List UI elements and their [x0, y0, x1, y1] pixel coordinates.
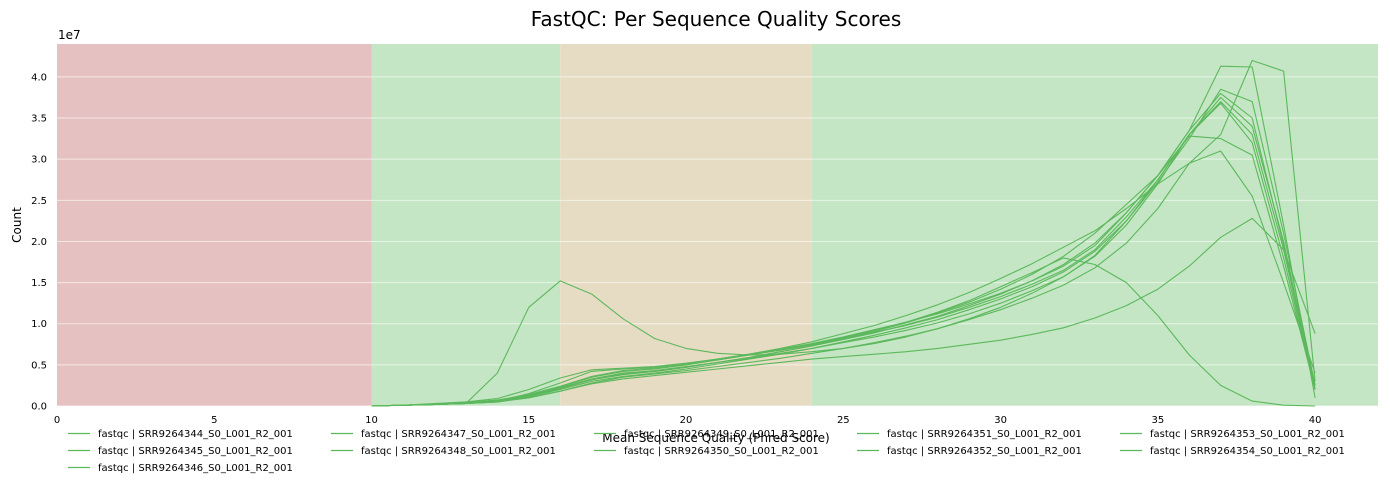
series-line-10	[371, 59, 1316, 407]
x-tick-label-0: 0	[54, 415, 60, 426]
quality-bands	[57, 44, 1378, 406]
y-tick-label-7: 3.5	[31, 114, 47, 125]
y-multiplier: 1e7	[58, 28, 81, 42]
legend-label-10: fastqc | SRR9264354_S0_L001_R2_001	[1150, 446, 1345, 457]
legend-label-2: fastqc | SRR9264346_S0_L001_R2_001	[98, 463, 293, 474]
x-tick-label-7: 35	[1151, 415, 1164, 426]
series-line-6	[371, 150, 1316, 407]
legend-label-6: fastqc | SRR9264350_S0_L001_R2_001	[624, 446, 819, 457]
legend-label-4: fastqc | SRR9264348_S0_L001_R2_001	[361, 446, 556, 457]
x-tick-label-2: 10	[365, 415, 378, 426]
chart-title: FastQC: Per Sequence Quality Scores	[531, 7, 902, 31]
series-lines	[371, 59, 1316, 407]
series-line-8	[371, 257, 1316, 407]
x-tick-label-4: 20	[680, 415, 693, 426]
y-tick-label-0: 0.0	[31, 402, 47, 413]
quality-band-2	[560, 44, 812, 406]
y-tick-label-8: 4.0	[31, 72, 47, 83]
x-tick-label-3: 15	[522, 415, 535, 426]
quality-band-1	[371, 44, 561, 406]
legend-label-7: fastqc | SRR9264351_S0_L001_R2_001	[887, 429, 1082, 440]
y-tick-label-5: 2.5	[31, 196, 47, 207]
legend-label-5: fastqc | SRR9264349_S0_L001_R2_001	[624, 429, 819, 440]
x-tick-label-5: 25	[837, 415, 850, 426]
x-ticks: 0 5 10 15 20 25 30 35 40	[54, 415, 1322, 426]
x-tick-label-6: 30	[994, 415, 1007, 426]
y-tick-label-6: 3.0	[31, 155, 47, 166]
legend: fastqc | SRR9264344_S0_L001_R2_001fastqc…	[68, 429, 1345, 474]
legend-label-0: fastqc | SRR9264344_S0_L001_R2_001	[98, 429, 293, 440]
quality-band-0	[57, 44, 372, 406]
x-axis-label: Mean Sequence Quality (Phred Score)	[602, 431, 830, 445]
series-line-7	[371, 135, 1316, 407]
grid-lines	[57, 76, 1378, 407]
y-tick-label-3: 1.5	[31, 278, 47, 289]
quality-band-3	[811, 44, 1378, 406]
x-tick-label-1: 5	[211, 415, 217, 426]
legend-label-3: fastqc | SRR9264347_S0_L001_R2_001	[361, 429, 556, 440]
x-tick-label-8: 40	[1309, 415, 1322, 426]
y-tick-label-2: 1.0	[31, 319, 47, 330]
y-axis-label: Count	[10, 207, 24, 243]
y-tick-label-4: 2.0	[31, 237, 47, 248]
y-tick-label-1: 0.5	[31, 360, 47, 371]
legend-label-1: fastqc | SRR9264345_S0_L001_R2_001	[98, 446, 293, 457]
y-ticks: 0.0 0.5 1.0 1.5 2.0 2.5 3.0 3.5 4.0	[31, 72, 47, 412]
legend-label-8: fastqc | SRR9264352_S0_L001_R2_001	[887, 446, 1082, 457]
legend-label-9: fastqc | SRR9264353_S0_L001_R2_001	[1150, 429, 1345, 440]
